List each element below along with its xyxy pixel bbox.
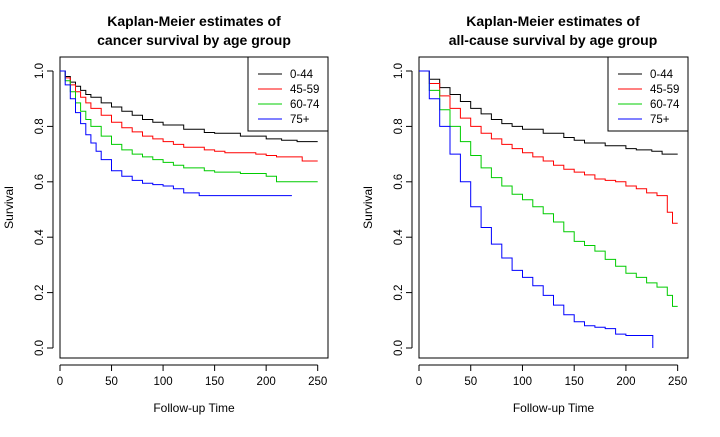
legend-label-60-74: 60-74	[650, 99, 680, 111]
legend-label-75+: 75+	[650, 114, 670, 126]
legend-label-0-44: 0-44	[290, 69, 314, 81]
legend-label-60-74: 60-74	[290, 99, 320, 111]
series-line-75+	[60, 70, 292, 197]
x-tick-label: 200	[257, 376, 276, 388]
y-tick-label: 0.0	[393, 340, 405, 356]
series-line-60-74	[60, 70, 318, 183]
legend-label-45-59: 45-59	[290, 84, 319, 96]
series-line-45-59	[419, 70, 678, 224]
y-axis-label: Survival	[361, 186, 375, 229]
legend-label-75+: 75+	[290, 114, 310, 126]
y-tick-label: 1.0	[34, 63, 46, 79]
legend: 0-44 45-59 60-74 75+	[607, 56, 689, 132]
chart-panel-2: Kaplan-Meier estimates of all-cause survi…	[361, 13, 689, 415]
series-line-0-44	[60, 70, 318, 143]
y-tick-label: 0.8	[34, 118, 46, 134]
x-tick-label: 0	[57, 376, 63, 388]
y-axis-label: Survival	[2, 186, 16, 229]
x-tick-label: 150	[565, 376, 584, 388]
legend-label-0-44: 0-44	[650, 69, 674, 81]
legend: 0-44 45-59 60-74 75+	[247, 56, 329, 132]
chart-title-line-2: cancer survival by age group	[97, 32, 291, 48]
series-line-75+	[419, 70, 654, 348]
x-tick-label: 250	[668, 376, 687, 388]
series-line-45-59	[60, 70, 318, 162]
x-tick-label: 50	[105, 376, 118, 388]
series-line-60-74	[419, 70, 678, 307]
y-tick-label: 0.6	[34, 174, 46, 190]
y-tick-label: 0.2	[34, 285, 46, 301]
series-line-0-44	[419, 70, 678, 155]
y-tick-label: 0.4	[34, 229, 46, 246]
x-tick-label: 200	[616, 376, 635, 388]
y-tick-label: 1.0	[393, 63, 405, 79]
chart-title-line-2: all-cause survival by age group	[449, 32, 658, 48]
plot-frame	[59, 56, 329, 359]
plot-frame	[418, 56, 689, 359]
x-tick-label: 150	[205, 376, 224, 388]
y-tick-label: 0.0	[34, 340, 46, 356]
chart-title-line-1: Kaplan-Meier estimates of	[466, 13, 640, 29]
x-tick-label: 100	[153, 376, 172, 388]
legend-label-45-59: 45-59	[650, 84, 679, 96]
x-axis-label: Follow-up Time	[513, 401, 595, 415]
x-tick-label: 100	[513, 376, 532, 388]
chart-title-line-1: Kaplan-Meier estimates of	[107, 13, 281, 29]
y-tick-label: 0.4	[393, 229, 405, 246]
x-tick-label: 250	[308, 376, 327, 388]
chart-panel-1: Kaplan-Meier estimates of cancer survival…	[2, 13, 329, 415]
x-axis-label: Follow-up Time	[153, 401, 235, 415]
x-tick-label: 0	[416, 376, 422, 388]
y-tick-label: 0.2	[393, 285, 405, 301]
x-tick-label: 50	[464, 376, 477, 388]
y-tick-label: 0.6	[393, 174, 405, 190]
y-tick-label: 0.8	[393, 118, 405, 134]
